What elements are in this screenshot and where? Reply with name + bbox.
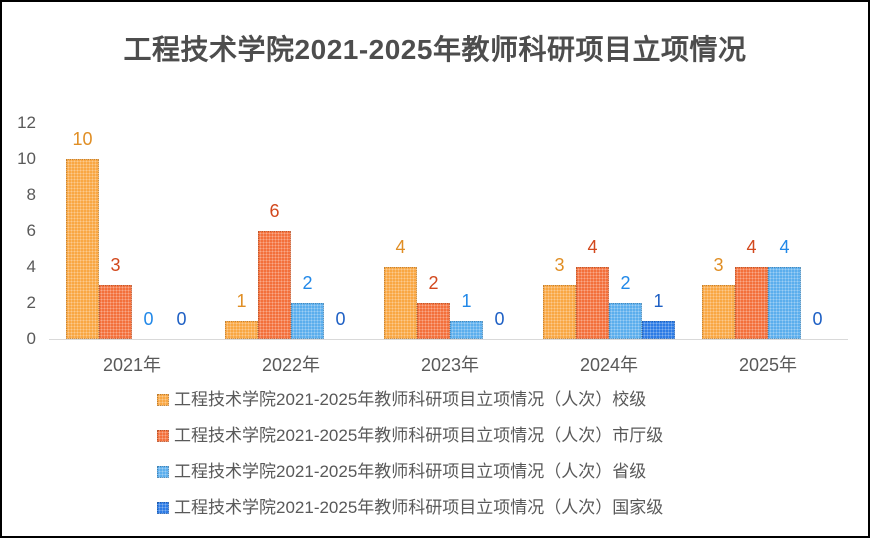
data-label: 1 (461, 291, 472, 311)
data-label: 3 (554, 255, 565, 275)
legend-item-label: 工程技术学院2021-2025年教师科研项目立项情况（人次）市厅级 (174, 426, 664, 445)
data-label: 4 (587, 237, 598, 257)
y-axis-tick-label: 8 (26, 185, 36, 204)
data-label: 2 (620, 273, 631, 293)
bar (576, 267, 609, 339)
data-label: 2 (302, 273, 313, 293)
data-label: 0 (812, 309, 823, 329)
x-axis-category-label: 2025年 (738, 355, 798, 375)
bar (99, 285, 132, 339)
data-label: 4 (779, 237, 790, 257)
x-axis-line (49, 339, 848, 340)
legend-marker-icon (157, 430, 169, 442)
bar (291, 303, 324, 339)
bar (258, 231, 291, 339)
x-axis-category-label: 2023年 (420, 355, 480, 375)
data-label: 0 (143, 309, 154, 329)
legend-marker-icon (157, 502, 169, 514)
y-axis-tick-label: 0 (26, 329, 36, 348)
data-label: 2 (428, 273, 439, 293)
data-label: 0 (176, 309, 187, 329)
data-label: 10 (72, 129, 93, 149)
y-axis-tick-label: 6 (26, 221, 36, 240)
data-label: 3 (713, 255, 724, 275)
y-axis-tick-label: 10 (17, 149, 36, 168)
x-axis-category-label: 2024年 (579, 355, 639, 375)
legend-marker-icon (157, 394, 169, 406)
y-axis-tick-label: 12 (17, 113, 36, 132)
data-label: 4 (395, 237, 406, 257)
data-label: 6 (269, 201, 280, 221)
data-label: 4 (746, 237, 757, 257)
chart-title: 工程技术学院2021-2025年教师科研项目立项情况 (123, 34, 747, 65)
data-label: 3 (110, 255, 121, 275)
x-axis-category-label: 2021年 (102, 355, 162, 375)
data-label: 0 (494, 309, 505, 329)
bar (642, 321, 675, 339)
bar (735, 267, 768, 339)
bar (609, 303, 642, 339)
bar (702, 285, 735, 339)
data-label: 1 (653, 291, 664, 311)
y-axis-tick-label: 4 (26, 257, 36, 276)
x-axis-category-label: 2022年 (261, 355, 321, 375)
legend-item-label: 工程技术学院2021-2025年教师科研项目立项情况（人次）校级 (174, 390, 647, 409)
bar (66, 159, 99, 339)
bar (225, 321, 258, 339)
legend-item-label: 工程技术学院2021-2025年教师科研项目立项情况（人次）国家级 (174, 498, 664, 517)
bar (450, 321, 483, 339)
bar (543, 285, 576, 339)
bar (768, 267, 801, 339)
data-label: 1 (236, 291, 247, 311)
legend-marker-icon (157, 466, 169, 478)
legend-item-label: 工程技术学院2021-2025年教师科研项目立项情况（人次）省级 (174, 462, 647, 481)
y-axis-tick-label: 2 (26, 293, 36, 312)
bar (384, 267, 417, 339)
bar (417, 303, 450, 339)
data-label: 0 (335, 309, 346, 329)
